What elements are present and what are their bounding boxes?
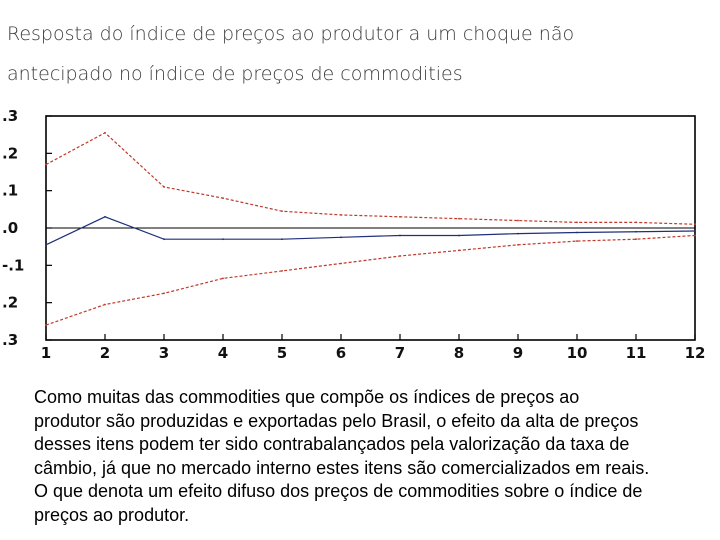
data-point-upper bbox=[576, 221, 578, 224]
x-tick-label: 3 bbox=[159, 344, 169, 362]
data-point-response bbox=[340, 236, 342, 239]
explanation-line-4: câmbio, já que no mercado interno estes … bbox=[34, 457, 650, 478]
data-point-response bbox=[694, 230, 696, 232]
y-tick-label: .0 bbox=[2, 219, 18, 237]
data-point-upper bbox=[635, 221, 637, 224]
data-point-response bbox=[104, 215, 106, 218]
y-tick-label: .2 bbox=[2, 294, 18, 312]
data-point-upper bbox=[399, 215, 401, 218]
data-point-lower bbox=[222, 277, 224, 280]
explanation-line-1: Como muitas das commodities que compõe o… bbox=[34, 387, 580, 407]
slide-title-line-2: antecipado no índice de preços de commod… bbox=[7, 63, 463, 85]
data-point-response bbox=[45, 243, 47, 246]
x-tick-label: 7 bbox=[395, 344, 405, 362]
explanation-paragraph: Como muitas das commodities que compõe o… bbox=[34, 386, 718, 527]
slide-title: Resposta do índice de preços ao produtor… bbox=[7, 14, 707, 94]
x-tick-label: 11 bbox=[626, 344, 647, 362]
y-tick-label: -.1 bbox=[2, 256, 24, 274]
data-point-upper bbox=[281, 210, 283, 213]
data-point-upper bbox=[45, 163, 47, 166]
data-point-response bbox=[163, 238, 165, 241]
data-point-response bbox=[222, 238, 224, 241]
y-tick-label: .1 bbox=[2, 182, 18, 200]
series-line-upper bbox=[45, 132, 696, 225]
y-tick-label: .2 bbox=[2, 144, 18, 162]
explanation-line-2: produtor são produzidas e exportadas pel… bbox=[34, 410, 639, 431]
data-point-upper bbox=[458, 217, 460, 220]
data-point-lower bbox=[517, 243, 519, 246]
y-tick-label: .3 bbox=[2, 107, 18, 125]
data-point-lower bbox=[104, 303, 106, 306]
data-point-response bbox=[517, 232, 519, 235]
explanation-line-3: desses itens podem ter sido contrabalanç… bbox=[34, 434, 630, 454]
data-point-upper bbox=[694, 223, 696, 226]
data-point-lower bbox=[576, 240, 578, 242]
y-tick-label: .3 bbox=[2, 331, 18, 349]
explanation-line-6: preços ao produtor. bbox=[34, 504, 190, 525]
x-tick-label: 10 bbox=[567, 344, 588, 362]
data-point-upper bbox=[340, 214, 342, 216]
x-tick-label: 6 bbox=[336, 344, 346, 362]
data-point-lower bbox=[635, 238, 637, 241]
x-tick-label: 2 bbox=[100, 344, 110, 362]
slide-title-line-1: Resposta do índice de preços ao produtor… bbox=[7, 23, 575, 45]
x-tick-label: 4 bbox=[218, 344, 228, 362]
data-point-lower bbox=[399, 255, 401, 257]
data-point-upper bbox=[104, 131, 106, 134]
data-point-lower bbox=[340, 262, 342, 265]
data-point-lower bbox=[281, 270, 283, 272]
data-point-lower bbox=[163, 292, 165, 295]
data-point-lower bbox=[45, 324, 47, 326]
data-point-response bbox=[399, 234, 401, 237]
data-point-lower bbox=[458, 249, 460, 252]
data-point-upper bbox=[222, 197, 224, 200]
data-point-upper bbox=[163, 186, 165, 188]
x-tick-label: 5 bbox=[277, 344, 287, 362]
explanation-line-5: O que denota um efeito difuso dos preços… bbox=[34, 481, 643, 501]
data-point-response bbox=[576, 231, 578, 234]
data-point-response bbox=[281, 238, 283, 241]
x-tick-label: 1 bbox=[41, 344, 51, 362]
x-tick-label: 8 bbox=[454, 344, 464, 362]
data-point-upper bbox=[517, 219, 519, 222]
data-point-lower bbox=[694, 234, 696, 237]
data-point-response bbox=[458, 234, 460, 237]
data-point-response bbox=[635, 230, 637, 233]
x-tick-label: 9 bbox=[513, 344, 523, 362]
series-line-response bbox=[45, 216, 696, 246]
impulse-response-chart: .3.2.1.0-.1.2.31 2 3 4 5 6 7 8 9 10 11 12 bbox=[2, 107, 706, 362]
series-line-lower bbox=[45, 234, 696, 326]
x-tick-label: 12 bbox=[685, 344, 706, 362]
